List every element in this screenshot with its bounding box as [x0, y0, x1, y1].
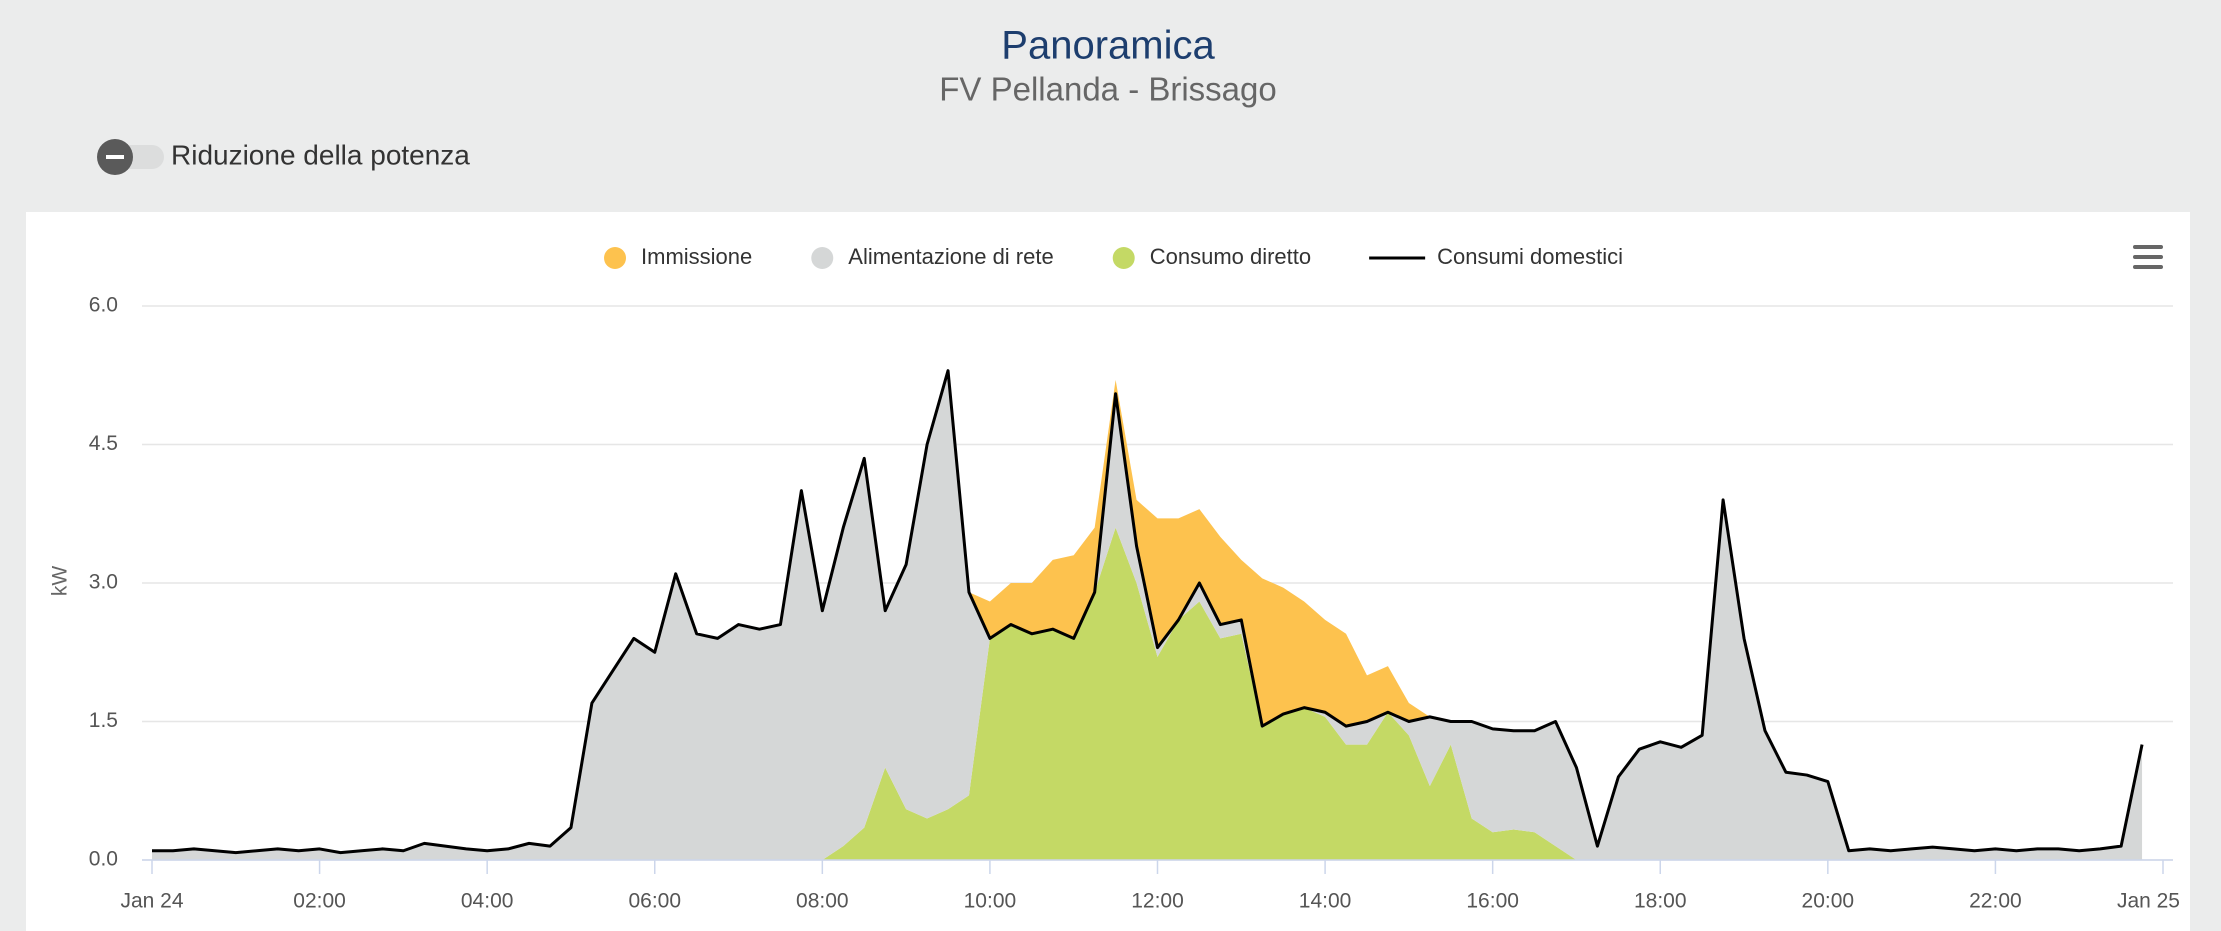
x-tick-label: 08:00: [796, 890, 849, 913]
x-tick-label: 04:00: [461, 890, 514, 913]
legend-label: Immissione: [641, 244, 752, 269]
x-tick-label: 18:00: [1634, 890, 1687, 913]
toggle[interactable]: [97, 139, 164, 175]
y-tick-label: 4.5: [89, 432, 118, 455]
legend-item[interactable]: Consumi domestici: [1369, 244, 1623, 269]
y-axis-title: kW: [49, 566, 72, 597]
legend-item[interactable]: Consumo diretto: [1112, 244, 1311, 269]
x-tick-label: 22:00: [1969, 890, 2022, 913]
y-tick-label: 3.0: [89, 571, 118, 594]
menu-bar[interactable]: [2133, 245, 2163, 249]
legend-label: Alimentazione di rete: [848, 244, 1053, 269]
x-tick-label: 02:00: [293, 890, 346, 913]
title: Panoramica: [1001, 24, 1215, 68]
x-tick-label: 16:00: [1466, 890, 1519, 913]
line: [152, 369, 2144, 855]
legend-marker: [811, 247, 834, 269]
x-tick-label: 12:00: [1131, 890, 1184, 913]
menu-bar[interactable]: [2133, 265, 2163, 269]
area: [152, 370, 2143, 860]
menu-button[interactable]: [2133, 245, 2163, 269]
y-tick-label: 1.5: [89, 709, 118, 732]
menu-bar[interactable]: [2133, 255, 2163, 259]
toggle-icon: [106, 155, 124, 159]
x-tick-label: 06:00: [628, 890, 681, 913]
x-tick-label: 10:00: [964, 890, 1017, 913]
legend-marker: [604, 247, 627, 269]
legend-label: Consumi domestici: [1437, 244, 1623, 269]
x-tick-label: 20:00: [1802, 890, 1855, 913]
y-tick-label: 0.0: [89, 848, 118, 871]
subtitle: FV Pellanda - Brissago: [939, 71, 1277, 108]
y-tick-label: 6.0: [89, 294, 118, 317]
legend: Immissione Alimentazione di rete Consumo d…: [604, 244, 1623, 269]
x-tick-label: Jan 24: [120, 890, 183, 913]
legend-label: Consumo diretto: [1150, 244, 1311, 269]
legend-marker: [1112, 247, 1135, 269]
legend-item[interactable]: Alimentazione di rete: [811, 244, 1054, 269]
toggle-label: Riduzione della potenza: [171, 139, 470, 170]
area: [152, 527, 2143, 860]
x-tick-label: Jan 25: [2117, 890, 2180, 913]
legend-item[interactable]: Immissione: [604, 244, 752, 269]
x-tick-label: 14:00: [1299, 890, 1352, 913]
